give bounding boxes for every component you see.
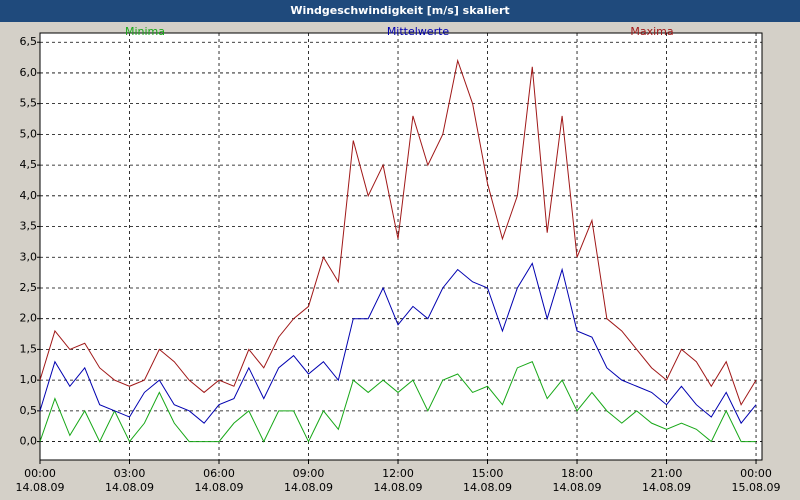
- x-tick-label: 06:00 14.08.09: [194, 467, 244, 494]
- legend-entry: Maxima: [630, 25, 673, 38]
- y-tick-label: 0,0: [20, 435, 38, 448]
- x-tick-label: 21:00 14.08.09: [642, 467, 691, 494]
- plot-area: [39, 32, 763, 461]
- x-tick-label: 00:00 15.08.09: [731, 467, 781, 494]
- x-tick-label: 03:00 14.08.09: [105, 467, 154, 494]
- y-tick-label: 0,5: [20, 404, 38, 417]
- legend-entry: Minima: [125, 25, 165, 38]
- y-tick-label: 3,5: [20, 220, 38, 233]
- y-tick-label: 4,5: [20, 158, 38, 171]
- series-line: [39, 262, 757, 425]
- series-line: [39, 361, 757, 443]
- y-tick-label: 3,0: [20, 250, 38, 263]
- x-tick-label: 12:00 14.08.09: [373, 467, 423, 494]
- y-tick-label: 6,0: [20, 66, 38, 79]
- legend-entry: Mittelwerte: [387, 25, 450, 38]
- y-tick-label: 6,5: [20, 35, 38, 48]
- y-tick-label: 5,5: [20, 97, 38, 110]
- series-line: [39, 58, 757, 406]
- chart-title: Windgeschwindigkeit [m/s] skaliert: [0, 0, 800, 22]
- x-tick-label: 00:00 14.08.09: [15, 467, 65, 494]
- y-tick-label: 4,0: [20, 189, 38, 202]
- y-tick-label: 1,0: [20, 373, 38, 386]
- y-tick-label: 2,5: [20, 281, 38, 294]
- y-tick-label: 2,0: [20, 312, 38, 325]
- x-tick-label: 15:00 14.08.09: [463, 467, 512, 494]
- x-tick-label: 09:00 14.08.09: [284, 467, 333, 494]
- y-tick-label: 5,0: [20, 127, 38, 140]
- x-tick-label: 18:00 14.08.09: [552, 467, 602, 494]
- y-tick-label: 1,5: [20, 342, 38, 355]
